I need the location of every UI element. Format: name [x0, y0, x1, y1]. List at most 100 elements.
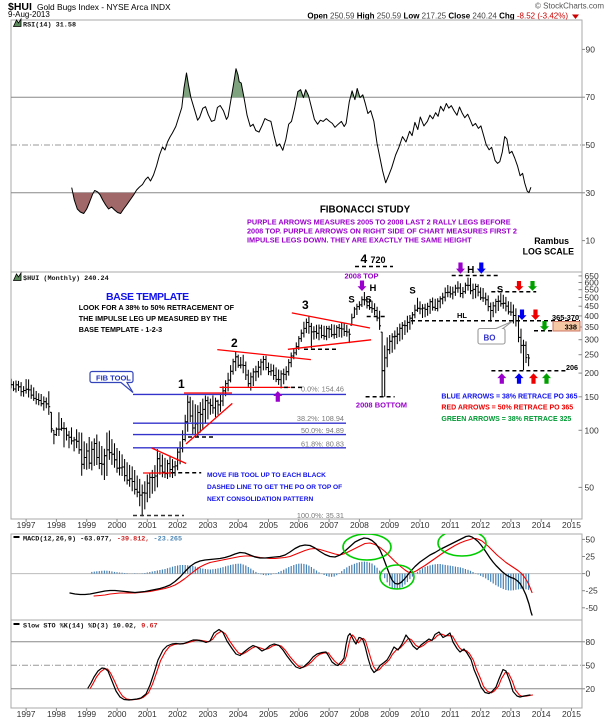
svg-text:550: 550: [585, 285, 599, 295]
svg-text:200: 200: [585, 368, 599, 378]
svg-text:2008: 2008: [350, 520, 369, 530]
svg-text:50: 50: [586, 660, 596, 670]
svg-text:2000: 2000: [108, 520, 127, 530]
svg-text:DASHED LINE TO GET THE PO OR T: DASHED LINE TO GET THE PO OR TOP OF: [207, 484, 342, 491]
svg-text:3: 3: [302, 298, 309, 312]
svg-text:2002: 2002: [168, 709, 187, 719]
svg-text:338: 338: [565, 323, 577, 332]
svg-text:61.8%: 80.83: 61.8%: 80.83: [301, 440, 344, 449]
svg-text:$HUI (Monthly) 240.24: $HUI (Monthly) 240.24: [23, 275, 109, 283]
svg-text:HL: HL: [457, 311, 467, 320]
svg-text:2004: 2004: [229, 520, 248, 530]
svg-text:S: S: [348, 295, 354, 306]
svg-text:0: 0: [586, 569, 591, 579]
svg-text:2009: 2009: [380, 709, 399, 719]
svg-text:2006: 2006: [289, 709, 308, 719]
svg-text:LOOK FOR A 38% to 50% RETRACEM: LOOK FOR A 38% to 50% RETRACEMENT OF: [79, 303, 235, 312]
svg-text:100.0%: 35.31: 100.0%: 35.31: [297, 511, 344, 520]
svg-text:1999: 1999: [77, 709, 96, 719]
svg-text:RSI(14) 31.58: RSI(14) 31.58: [23, 22, 76, 30]
svg-text:25: 25: [586, 552, 596, 562]
svg-text:2003: 2003: [198, 709, 217, 719]
svg-text:Open 250.59 High 250.59 Low 21: Open 250.59 High 250.59 Low 217.25 Close…: [307, 12, 568, 21]
svg-text:2001: 2001: [138, 520, 157, 530]
svg-text:250: 250: [585, 350, 599, 360]
svg-text:150: 150: [585, 392, 599, 402]
svg-text:H: H: [467, 265, 474, 276]
svg-text:300: 300: [585, 335, 599, 345]
svg-text:BLUE ARROWS = 38% RETRACE PO 3: BLUE ARROWS = 38% RETRACE PO 365: [441, 393, 577, 400]
svg-text:2005: 2005: [259, 709, 278, 719]
svg-text:2013: 2013: [501, 709, 520, 719]
svg-text:$HUI: $HUI: [8, 1, 32, 13]
svg-text:9-Aug-2013: 9-Aug-2013: [8, 10, 50, 19]
svg-text:400: 400: [585, 311, 599, 321]
svg-text:2007: 2007: [320, 709, 339, 719]
svg-text:1998: 1998: [47, 709, 66, 719]
svg-text:2010: 2010: [411, 709, 430, 719]
svg-text:10: 10: [586, 236, 596, 246]
svg-text:-50: -50: [586, 603, 599, 613]
svg-text:2006: 2006: [289, 520, 308, 530]
svg-text:Rambus: Rambus: [534, 236, 569, 246]
svg-text:2008: 2008: [350, 709, 369, 719]
svg-text:2009: 2009: [380, 520, 399, 530]
svg-text:2011: 2011: [441, 709, 460, 719]
svg-text:NEXT CONSOLIDATION PATTERN: NEXT CONSOLIDATION PATTERN: [207, 496, 313, 503]
svg-text:500: 500: [585, 293, 599, 303]
svg-text:2014: 2014: [532, 520, 551, 530]
svg-text:LOG SCALE: LOG SCALE: [523, 247, 574, 257]
svg-text:2002: 2002: [168, 520, 187, 530]
svg-text:RED ARROWS = 50% RETRACE PO 36: RED ARROWS = 50% RETRACE PO 365: [441, 405, 573, 412]
svg-text:2014: 2014: [532, 709, 551, 719]
svg-text:BO: BO: [484, 334, 496, 343]
svg-text:90: 90: [586, 44, 596, 54]
svg-text:2008 TOP. PURPLE ARROWS ON RIG: 2008 TOP. PURPLE ARROWS ON RIGHT SIDE OF…: [247, 227, 517, 236]
svg-text:MACD(12,26,9) -63.077, -39.812: MACD(12,26,9) -63.077, -39.812, -23.265: [23, 536, 182, 544]
svg-text:S: S: [365, 295, 371, 306]
svg-text:2015: 2015: [562, 709, 581, 719]
svg-text:20: 20: [586, 684, 596, 694]
svg-text:2005: 2005: [259, 520, 278, 530]
svg-text:THE IMPULSE LEG UP MEASURED BY: THE IMPULSE LEG UP MEASURED BY THE: [79, 314, 228, 323]
svg-text:2012: 2012: [471, 520, 490, 530]
svg-text:50.0%: 94.89: 50.0%: 94.89: [301, 426, 344, 435]
svg-text:IMPULSE LEGS DOWN. THEY ARE EX: IMPULSE LEGS DOWN. THEY ARE EXACTLY THE …: [247, 236, 472, 245]
svg-text:FIBONACCI STUDY: FIBONACCI STUDY: [320, 205, 411, 216]
svg-text:38.2%: 108.94: 38.2%: 108.94: [297, 414, 344, 423]
svg-text:600: 600: [585, 278, 599, 288]
svg-text:Slow STO %K(14) %D(3) 10.02, 9: Slow STO %K(14) %D(3) 10.02, 9.67: [23, 623, 158, 631]
svg-text:© StockCharts.com: © StockCharts.com: [535, 2, 604, 11]
svg-text:2001: 2001: [138, 709, 157, 719]
svg-text:30: 30: [586, 188, 596, 198]
svg-text:S: S: [497, 285, 503, 296]
svg-text:H: H: [370, 283, 377, 294]
svg-text:2012: 2012: [471, 709, 490, 719]
svg-text:S: S: [409, 286, 415, 297]
svg-text:100: 100: [585, 425, 599, 435]
svg-text:450: 450: [585, 301, 599, 311]
svg-text:2008 TOP: 2008 TOP: [344, 272, 378, 281]
svg-text:2011: 2011: [441, 520, 460, 530]
svg-text:365-370: 365-370: [552, 313, 579, 322]
svg-text:80: 80: [586, 637, 596, 647]
svg-text:650: 650: [585, 271, 599, 281]
svg-text:2008 BOTTOM: 2008 BOTTOM: [356, 401, 407, 410]
svg-text:PURPLE ARROWS MEASURES 2005 TO: PURPLE ARROWS MEASURES 2005 TO 2008 LAST…: [247, 218, 511, 227]
svg-text:350: 350: [585, 322, 599, 332]
svg-text:2: 2: [231, 336, 238, 350]
svg-text:720: 720: [371, 255, 386, 265]
svg-text:1999: 1999: [77, 520, 96, 530]
svg-text:BASE TEMPLATE - 1-2-3: BASE TEMPLATE - 1-2-3: [79, 325, 162, 334]
svg-text:GREEN ARROWS = 38% RETRACE 325: GREEN ARROWS = 38% RETRACE 325: [441, 416, 571, 423]
svg-text:0.0%: 154.46: 0.0%: 154.46: [301, 385, 344, 394]
svg-text:2015: 2015: [562, 520, 581, 530]
svg-text:4: 4: [361, 252, 368, 266]
svg-text:2013: 2013: [501, 520, 520, 530]
svg-text:2010: 2010: [411, 520, 430, 530]
svg-text:1997: 1997: [17, 520, 36, 530]
svg-text:MOVE FIB TOOL UP TO EACH BLACK: MOVE FIB TOOL UP TO EACH BLACK: [207, 472, 326, 479]
svg-text:206: 206: [566, 363, 578, 372]
svg-text:BASE TEMPLATE: BASE TEMPLATE: [106, 291, 189, 303]
svg-text:50: 50: [586, 140, 596, 150]
